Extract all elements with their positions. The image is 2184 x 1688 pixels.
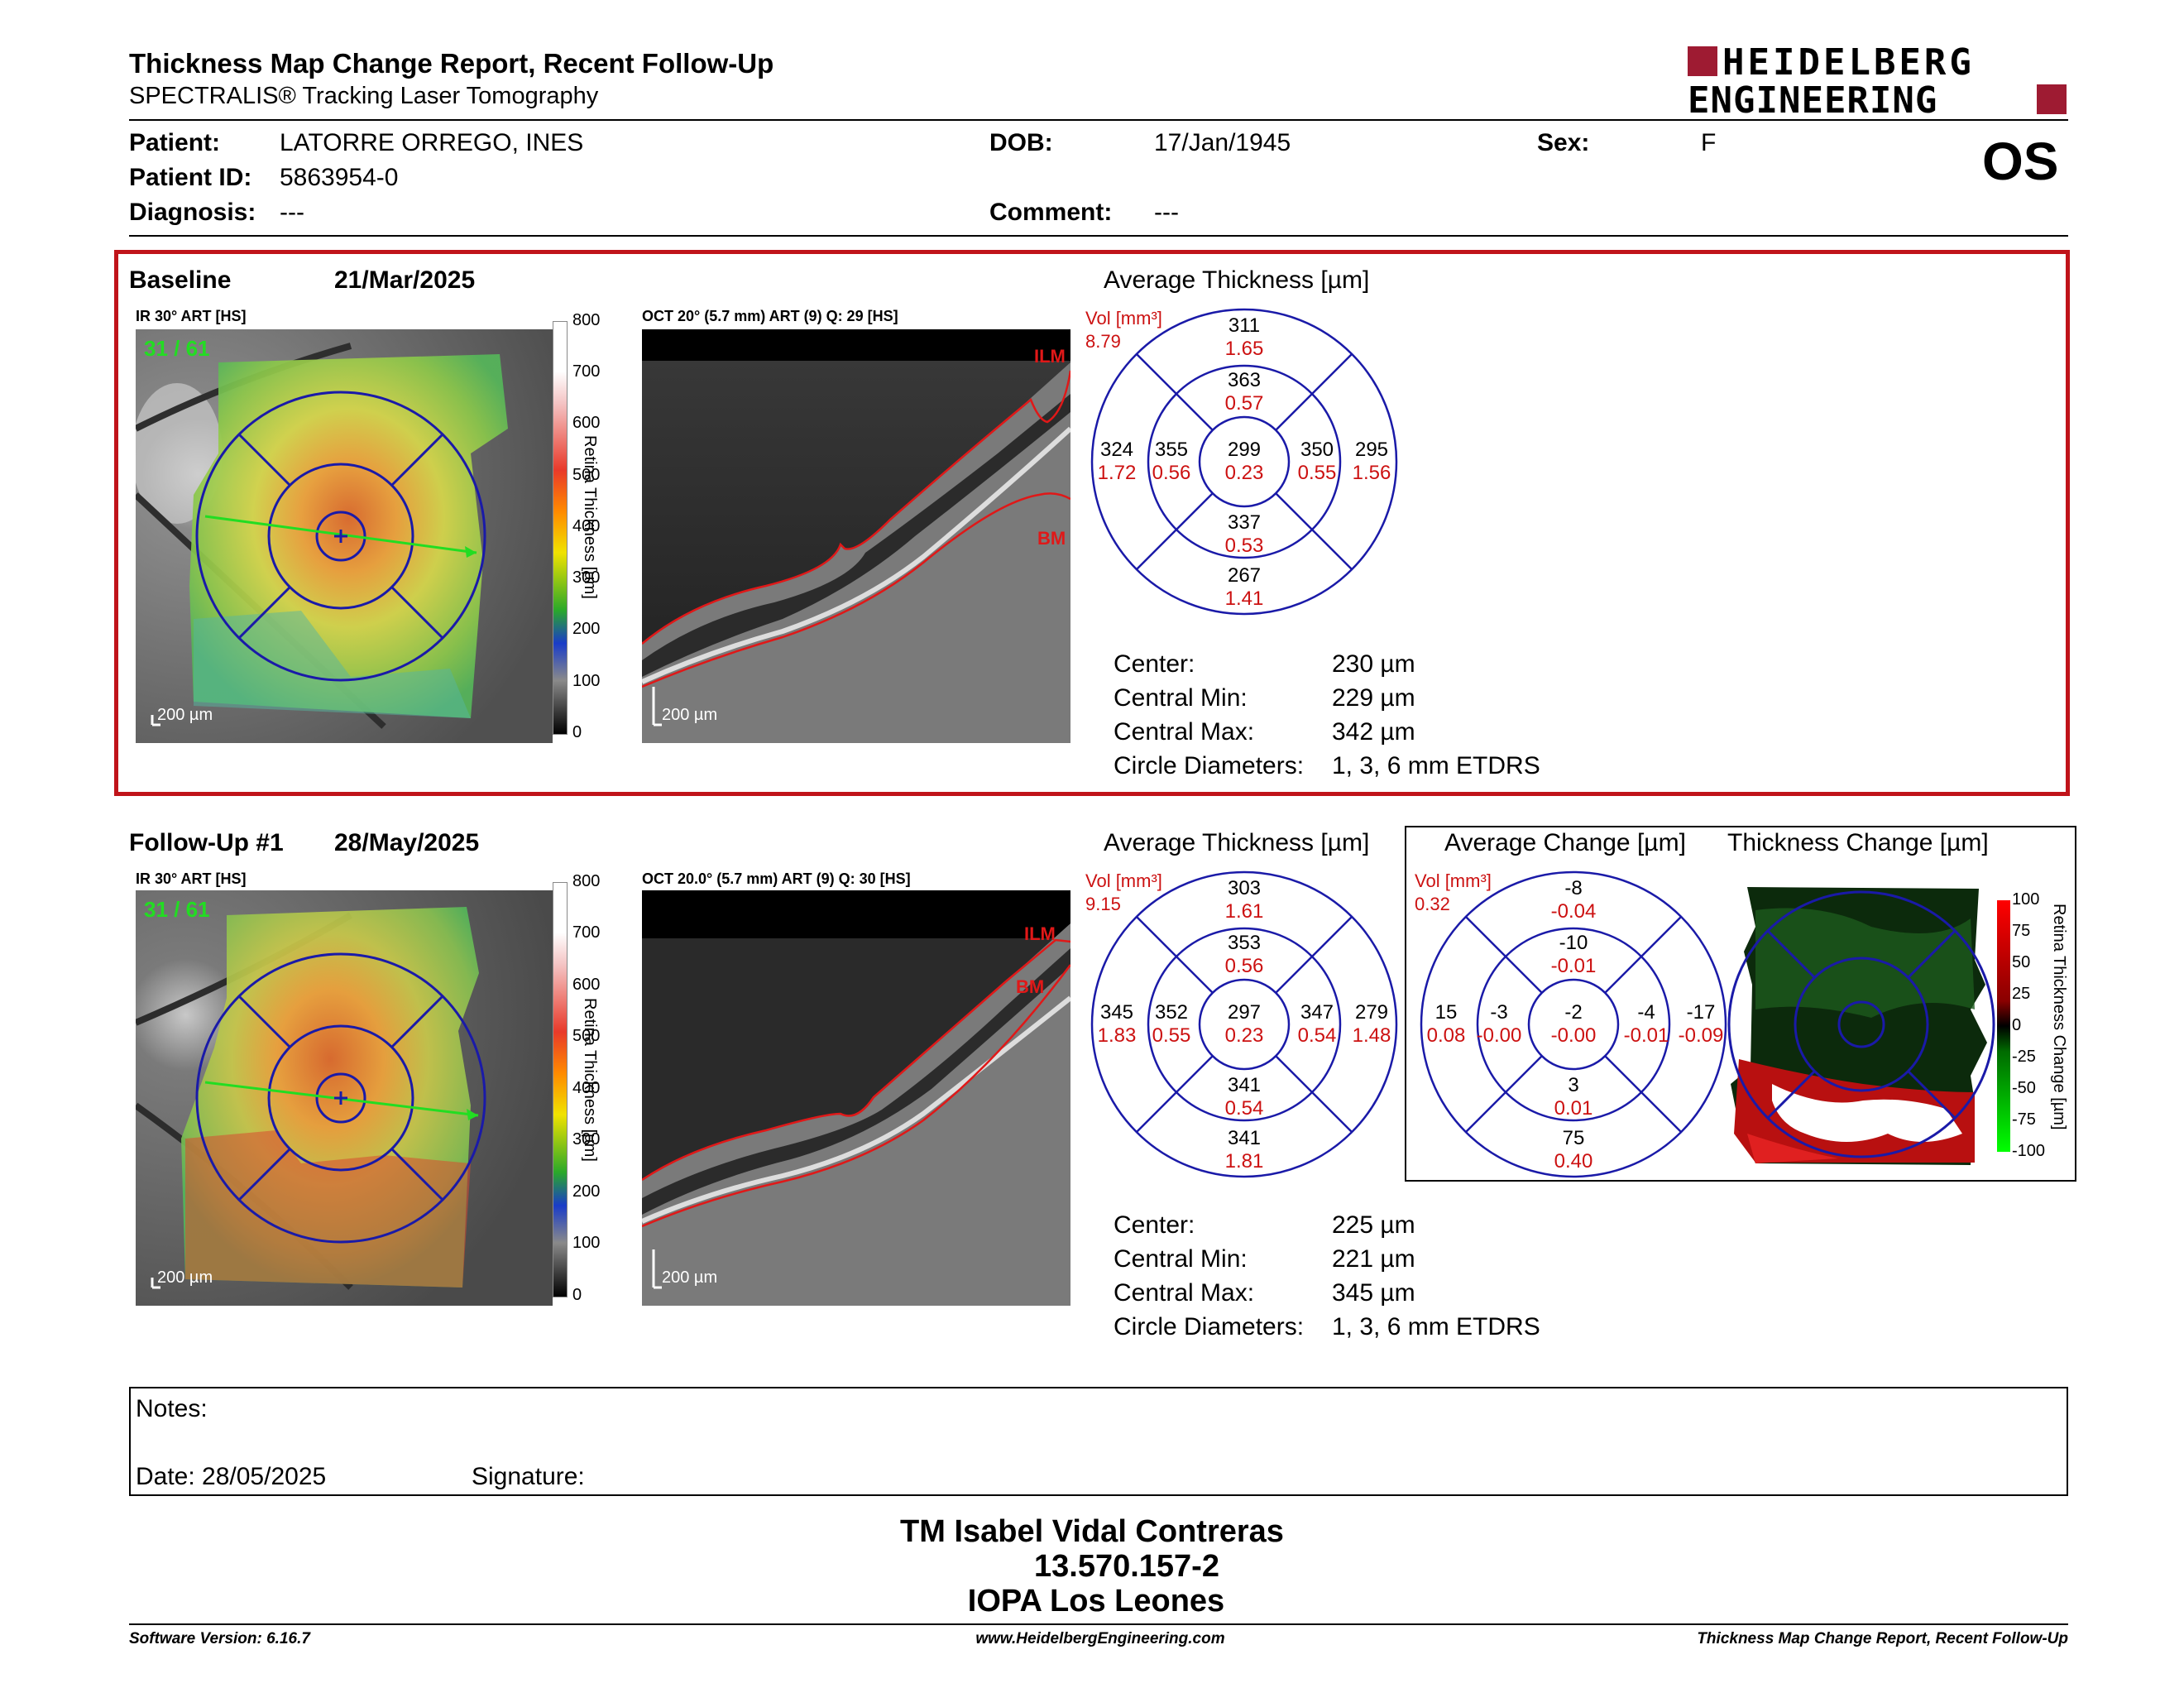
baseline-label: Baseline (129, 266, 232, 294)
logo-line2: ENGINEERING (1688, 79, 1938, 122)
footer-report: Thickness Map Change Report, Recent Foll… (1697, 1630, 2068, 1647)
notes-label: Notes: (136, 1395, 208, 1422)
patient-label: Patient: (129, 129, 221, 156)
followup-colorbar (553, 882, 568, 1297)
baseline-colorbar-ticks: 800 700 600 500 400 300 200 100 0 (572, 311, 601, 741)
baseline-stat-value-2: 342 µm (1332, 718, 1415, 746)
footer-rule (129, 1623, 2068, 1625)
change-colorbar-ticks: 100 75 50 25 0 -25 -50 -75 -100 (2012, 890, 2046, 1160)
followup-vol-label: Vol [mm³] (1085, 870, 1162, 892)
thickness-change-map (1722, 885, 1995, 1167)
followup-bm-label: BM (1016, 976, 1045, 997)
baseline-vol-label: Vol [mm³] (1085, 308, 1162, 329)
change-colorbar (1997, 900, 2010, 1152)
followup-scale: 200 µm (157, 1268, 213, 1287)
baseline-date: 21/Mar/2025 (334, 266, 476, 294)
comment-value: --- (1154, 199, 1179, 226)
baseline-scale: 200 µm (157, 706, 213, 724)
footer-website: www.HeidelbergEngineering.com (975, 1630, 1225, 1647)
followup-ilm-label: ILM (1024, 923, 1056, 944)
followup-stat-label-3: Circle Diameters: (1114, 1313, 1305, 1340)
change-colorbar-title: Retina Thickness Change [µm] (2050, 904, 2068, 1130)
followup-label: Follow-Up #1 (129, 829, 284, 856)
change-box (1405, 826, 2076, 1182)
signature-id: 13.570.157-2 (1034, 1549, 1219, 1584)
baseline-vol-value: 8.79 (1085, 331, 1121, 352)
followup-stat-value-2: 345 µm (1332, 1279, 1415, 1307)
followup-date: 28/May/2025 (334, 829, 480, 856)
followup-fundus-map: 31 / 61 200 µm (136, 890, 553, 1306)
followup-stat-label-2: Central Max: (1114, 1279, 1255, 1307)
eye-indicator: OS (1982, 132, 2059, 191)
header-rule (129, 119, 2068, 121)
baseline-avg-title: Average Thickness [µm] (1104, 266, 1370, 294)
signature-name: TM Isabel Vidal Contreras (900, 1514, 1284, 1549)
followup-stat-label-1: Central Min: (1114, 1245, 1248, 1273)
baseline-stat-value-1: 229 µm (1332, 684, 1415, 712)
baseline-oct-scale: 200 µm (662, 706, 718, 724)
baseline-ilm-label: ILM (1034, 346, 1066, 367)
diagnosis-value: --- (280, 199, 304, 226)
baseline-ir-caption: IR 30° ART [HS] (136, 308, 247, 324)
followup-stat-value-0: 225 µm (1332, 1211, 1415, 1239)
baseline-etdrs-grid: 311 1.65 363 0.57 299 0.23 337 0.53 267 … (1089, 306, 1400, 617)
baseline-oct-caption: OCT 20° (5.7 mm) ART (9) Q: 29 [HS] (642, 308, 898, 324)
patient-rule (129, 235, 2068, 237)
baseline-oct-bscan: ILM BM 200 µm (642, 329, 1070, 743)
followup-oct-bscan: ILM BM 200 µm (642, 890, 1070, 1306)
patient-id: 5863954-0 (280, 164, 399, 191)
report-subtitle: SPECTRALIS® Tracking Laser Tomography (129, 83, 599, 109)
patient-id-label: Patient ID: (129, 164, 252, 191)
followup-colorbar-ticks: 800 700 600 500 400 300 200 100 0 (572, 872, 601, 1304)
sex-label: Sex: (1537, 129, 1590, 156)
comment-label: Comment: (989, 199, 1113, 226)
followup-colorbar-title: Retina Thickness [µm] (581, 998, 599, 1162)
baseline-frame (114, 250, 2070, 796)
baseline-frames: 31 / 61 (144, 336, 210, 361)
followup-ir-caption: IR 30° ART [HS] (136, 870, 247, 887)
footer-version: Software Version: 6.16.7 (129, 1630, 310, 1647)
dob-value: 17/Jan/1945 (1154, 129, 1291, 156)
heidelberg-logo: HEIDELBERG ENGINEERING (1688, 41, 2068, 122)
followup-vol-value: 9.15 (1085, 894, 1121, 915)
change-vol-label: Vol [mm³] (1415, 870, 1492, 892)
diagnosis-label: Diagnosis: (129, 199, 256, 226)
followup-avg-title: Average Thickness [µm] (1104, 829, 1370, 856)
logo-line1: HEIDELBERG (1722, 41, 1975, 84)
baseline-colorbar-title: Retina Thickness [µm] (581, 435, 599, 599)
followup-oct-caption: OCT 20.0° (5.7 mm) ART (9) Q: 30 [HS] (642, 870, 911, 887)
baseline-stat-label-2: Central Max: (1114, 718, 1255, 746)
change-vol-value: 0.32 (1415, 894, 1450, 915)
baseline-stat-label-3: Circle Diameters: (1114, 752, 1305, 779)
patient-name: LATORRE ORREGO, INES (280, 129, 584, 156)
baseline-colorbar (553, 321, 568, 735)
baseline-bm-label: BM (1037, 528, 1066, 549)
report-title: Thickness Map Change Report, Recent Foll… (129, 48, 774, 79)
change-etdrs-grid: -8 -0.04 -10 -0.01 -2 -0.00 3 0.01 75 0.… (1418, 869, 1729, 1180)
sex-value: F (1701, 129, 1717, 156)
dob-label: DOB: (989, 129, 1053, 156)
baseline-stat-value-3: 1, 3, 6 mm ETDRS (1332, 752, 1540, 779)
followup-frames: 31 / 61 (144, 897, 210, 922)
change-avg-title: Average Change [µm] (1444, 829, 1686, 856)
followup-stat-value-1: 221 µm (1332, 1245, 1415, 1273)
followup-stat-value-3: 1, 3, 6 mm ETDRS (1332, 1313, 1540, 1340)
baseline-stat-label-1: Central Min: (1114, 684, 1248, 712)
followup-stat-label-0: Center: (1114, 1211, 1195, 1239)
baseline-fundus-map: 31 / 61 200 µm (136, 329, 553, 743)
change-map-title: Thickness Change [µm] (1727, 829, 1989, 856)
followup-etdrs-grid: 303 1.61 353 0.56 297 0.23 341 0.54 341 … (1089, 869, 1400, 1180)
notes-date: Date: 28/05/2025 (136, 1463, 327, 1490)
signature-org: IOPA Los Leones (967, 1584, 1225, 1618)
baseline-stat-label-0: Center: (1114, 650, 1195, 678)
notes-signature-label: Signature: (472, 1463, 585, 1490)
notes-box (129, 1387, 2068, 1496)
baseline-stat-value-0: 230 µm (1332, 650, 1415, 678)
followup-oct-scale: 200 µm (662, 1268, 718, 1287)
